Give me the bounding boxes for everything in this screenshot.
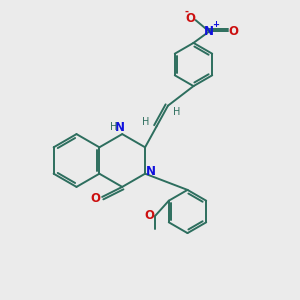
Text: H: H (142, 117, 150, 127)
Text: O: O (229, 25, 239, 38)
Text: O: O (91, 192, 100, 205)
Text: O: O (144, 209, 154, 222)
Text: N: N (146, 165, 155, 178)
Text: H: H (110, 122, 118, 133)
Text: N: N (115, 121, 125, 134)
Text: H: H (173, 107, 181, 117)
Text: O: O (185, 12, 195, 25)
Text: +: + (212, 20, 219, 29)
Text: N: N (204, 25, 214, 38)
Text: -: - (184, 7, 189, 17)
